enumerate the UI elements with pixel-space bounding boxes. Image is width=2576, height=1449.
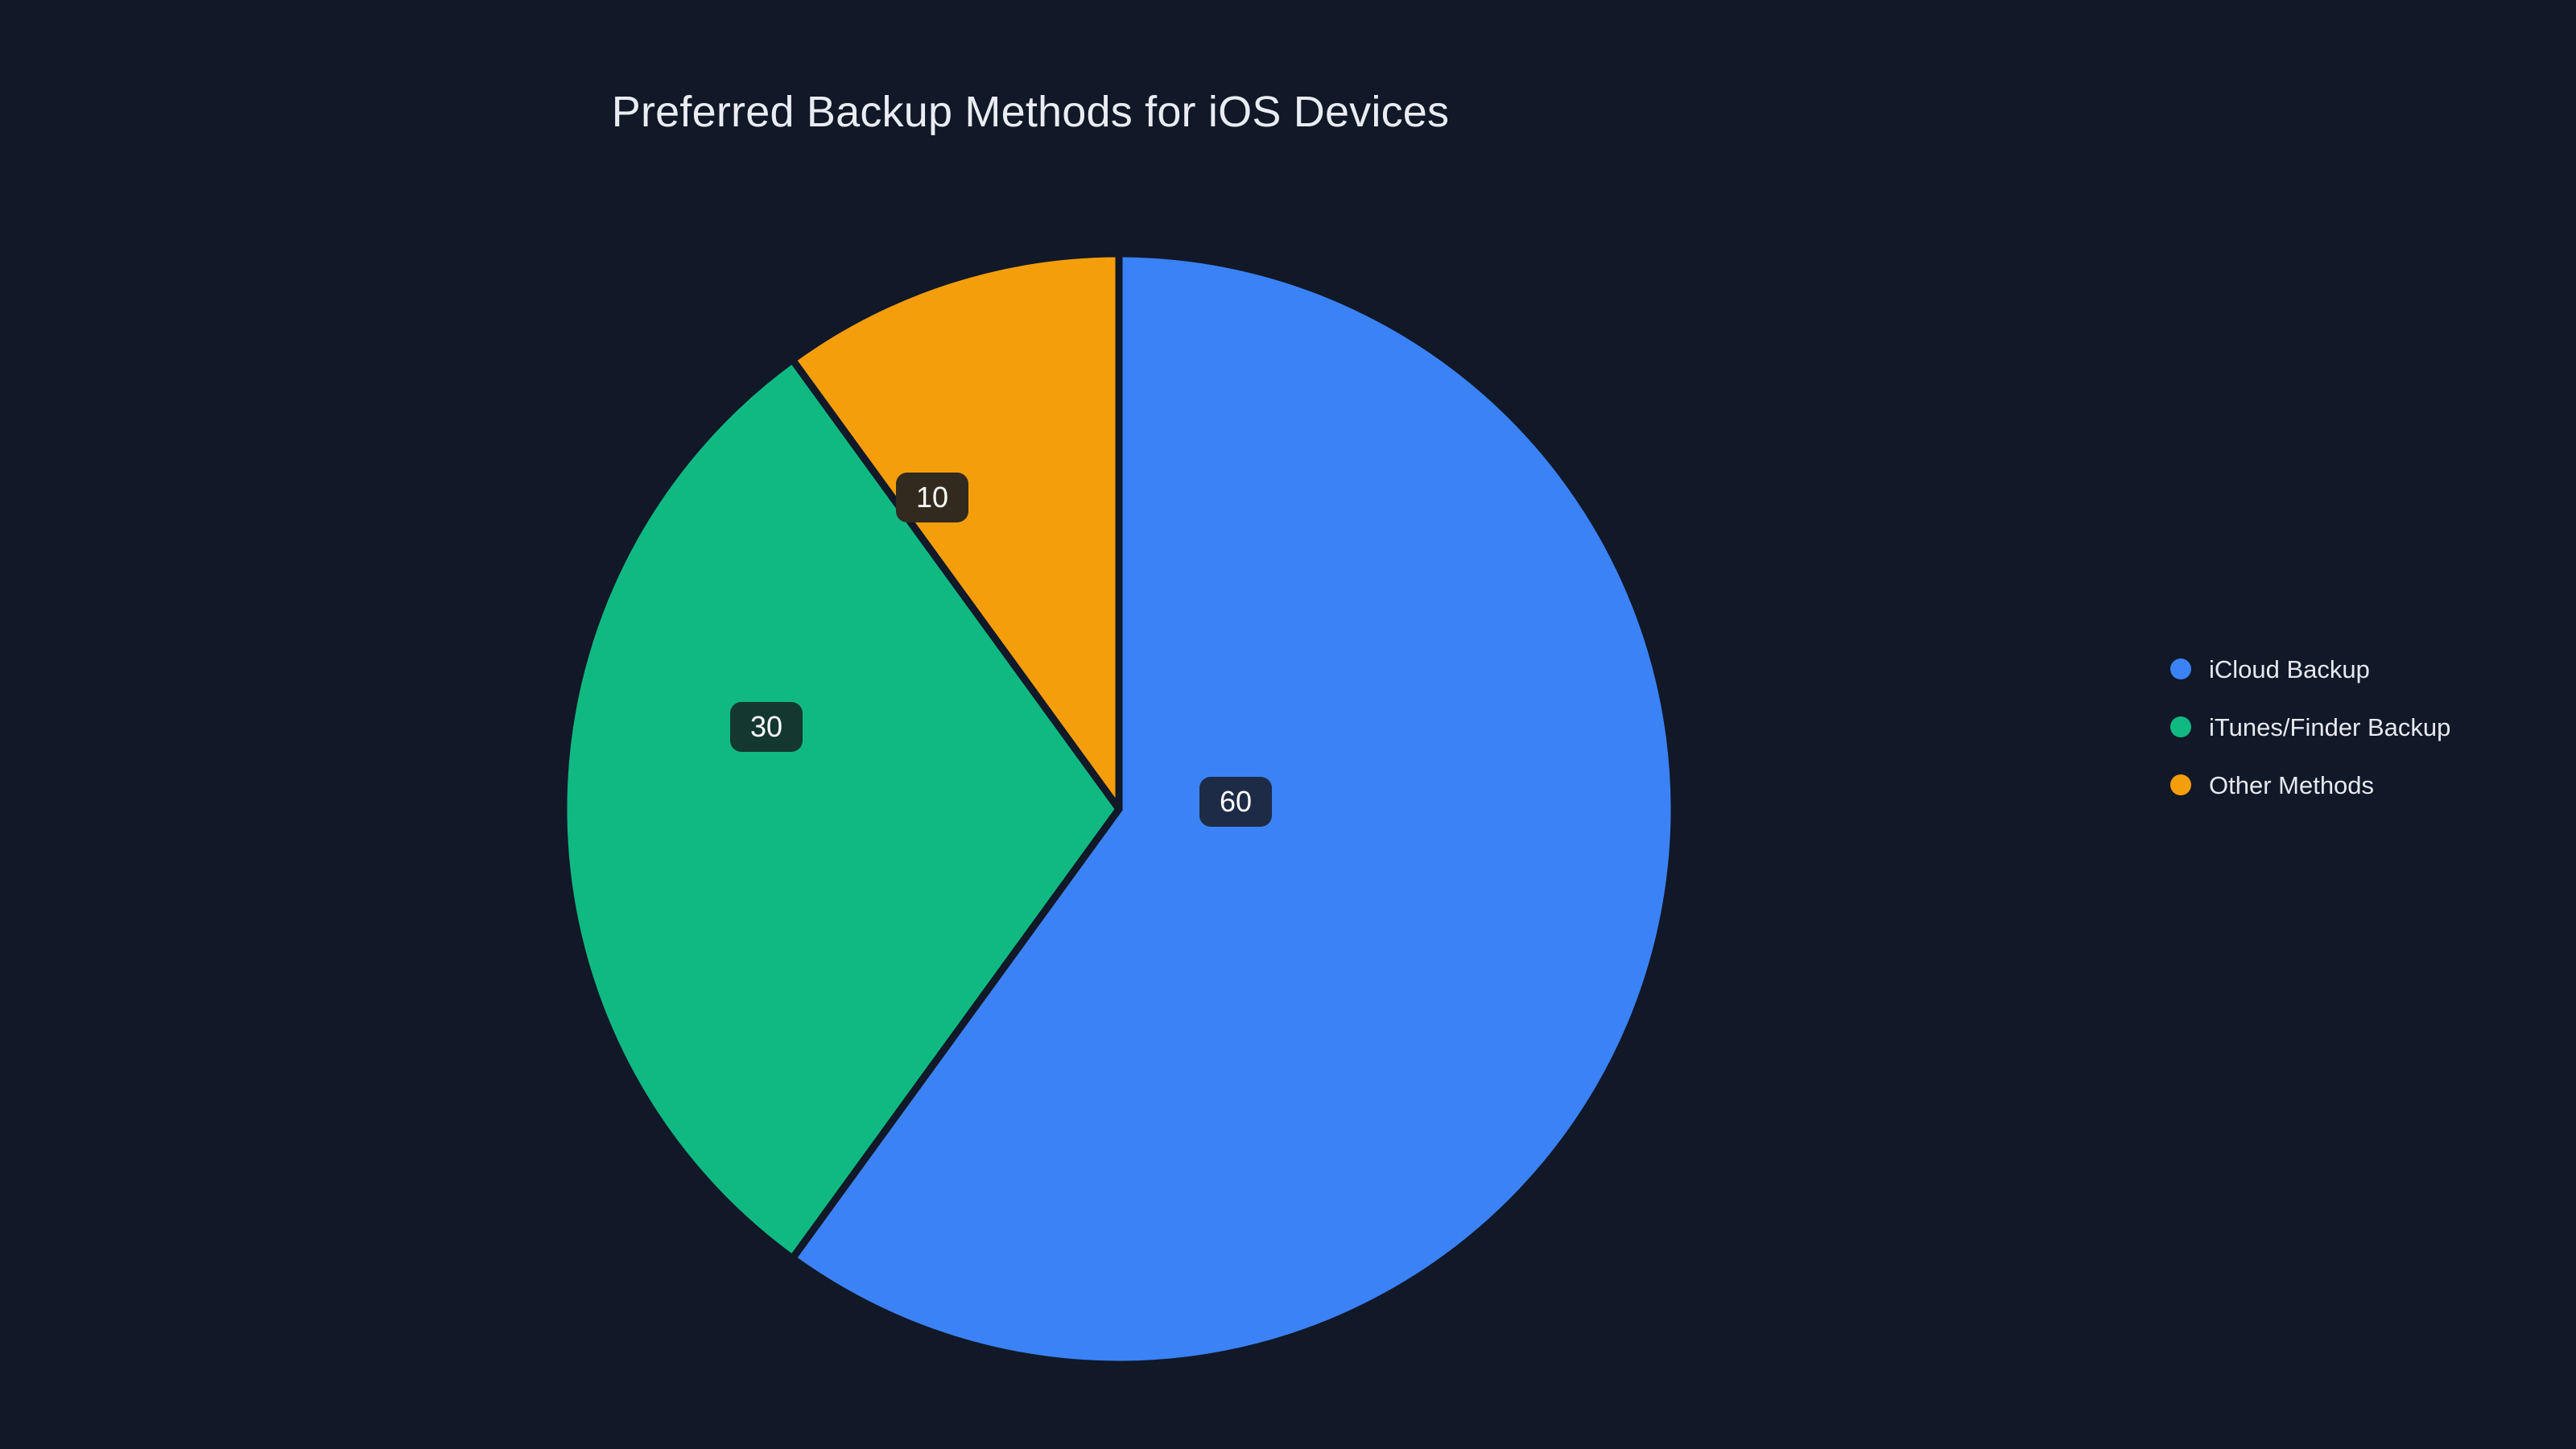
pie-slice[interactable] <box>788 250 1123 813</box>
legend-dot-icon <box>2170 774 2191 795</box>
legend-dot-icon <box>2170 716 2191 737</box>
legend-dot-icon <box>2170 658 2191 679</box>
legend-item[interactable]: Other Methods <box>2170 756 2450 814</box>
legend-item-label: iCloud Backup <box>2209 654 2370 683</box>
slice-value-label: 10 <box>896 473 968 522</box>
pie-slices-group <box>559 250 1678 1368</box>
slice-value-label: 60 <box>1199 777 1272 827</box>
legend-item-label: Other Methods <box>2209 770 2375 799</box>
legend-item-label: iTunes/Finder Backup <box>2209 712 2451 741</box>
legend-item[interactable]: iTunes/Finder Backup <box>2170 698 2450 756</box>
slice-value-label: 30 <box>730 702 803 752</box>
legend-item[interactable]: iCloud Backup <box>2170 640 2450 698</box>
pie-slice[interactable] <box>559 356 1123 1262</box>
chart-title: Preferred Backup Methods for iOS Devices <box>611 88 1450 136</box>
chart-legend: iCloud Backup iTunes/Finder Backup Other M… <box>2170 640 2450 814</box>
